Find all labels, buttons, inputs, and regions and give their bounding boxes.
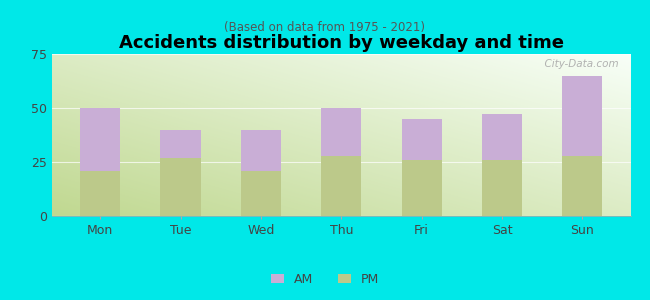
Bar [321, 155, 361, 216]
Bar [321, 108, 361, 155]
Bar [482, 160, 522, 216]
Text: (Based on data from 1975 - 2021): (Based on data from 1975 - 2021) [224, 22, 426, 34]
Bar [161, 158, 201, 216]
Bar [80, 171, 120, 216]
Bar [482, 115, 522, 160]
Bar [562, 76, 603, 155]
Text: City-Data.com: City-Data.com [538, 59, 619, 69]
Bar [402, 119, 442, 160]
Bar [80, 108, 120, 171]
Bar [240, 130, 281, 171]
Title: Accidents distribution by weekday and time: Accidents distribution by weekday and ti… [119, 34, 564, 52]
Bar [240, 171, 281, 216]
Bar [161, 130, 201, 158]
Bar [562, 155, 603, 216]
Bar [402, 160, 442, 216]
Legend: AM, PM: AM, PM [266, 268, 384, 291]
